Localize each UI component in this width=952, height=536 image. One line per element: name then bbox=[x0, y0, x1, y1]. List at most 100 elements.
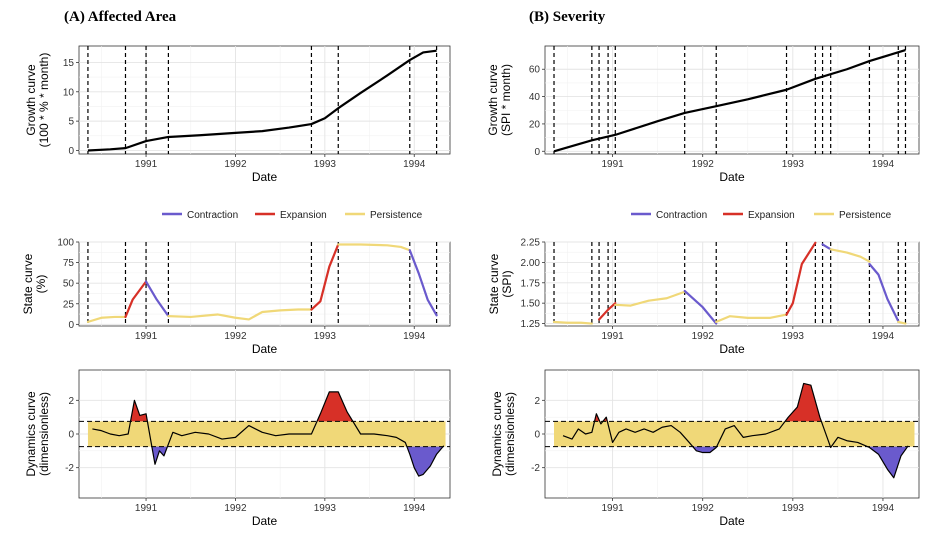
state-segment-persistence bbox=[552, 320, 593, 325]
y-axis-title: Growth curve(100 * % * month) bbox=[24, 53, 51, 148]
x-tick-label: 1994 bbox=[403, 503, 426, 514]
panel-b-dynamics-chart: -2 0 2 1991 1992 1993 1994 Date Dynamics curve(d… bbox=[490, 369, 920, 528]
state-segment-expansion bbox=[597, 302, 617, 321]
x-tick-label: 1993 bbox=[314, 331, 337, 342]
contraction-area bbox=[867, 446, 908, 478]
y-axis-title-line: (SPI) bbox=[500, 270, 514, 297]
legend-left-contraction-label: Contraction bbox=[187, 210, 238, 221]
x-axis-title: Date bbox=[252, 170, 278, 184]
y-tick-label: 75 bbox=[63, 258, 75, 269]
x-tick-label: 1992 bbox=[224, 159, 247, 170]
y-tick-label: 0 bbox=[68, 430, 74, 441]
y-axis-title-line: (SPI * month) bbox=[499, 64, 513, 136]
contraction-area bbox=[406, 446, 444, 477]
y-tick-label: 20 bbox=[529, 119, 541, 130]
y-tick-label: 2 bbox=[534, 396, 540, 407]
state-segment-contraction bbox=[821, 243, 832, 251]
state-segment-persistence bbox=[167, 308, 313, 321]
legend-left-expansion-label: Expansion bbox=[280, 210, 327, 221]
state-segment-persistence bbox=[897, 320, 907, 325]
y-axis-title: State curve(SPI) bbox=[487, 253, 514, 314]
panel-b-state-chart: 1.25 1.50 1.75 2.00 2.25 1991 1992 1993 1994 Date… bbox=[487, 238, 920, 356]
state-segment-persistence bbox=[715, 313, 788, 324]
y-tick-label: 0 bbox=[534, 147, 540, 158]
x-tick-label: 1992 bbox=[224, 331, 247, 342]
x-tick-label: 1993 bbox=[314, 503, 337, 514]
growth-curve-line bbox=[87, 49, 437, 152]
y-tick-label: 100 bbox=[57, 238, 74, 249]
x-tick-label: 1994 bbox=[872, 503, 895, 514]
x-tick-label: 1992 bbox=[692, 331, 715, 342]
x-axis-title: Date bbox=[719, 342, 745, 356]
y-tick-label: 2.00 bbox=[521, 258, 541, 269]
y-axis-title: Growth curve(SPI * month) bbox=[486, 64, 513, 136]
x-tick-label: 1993 bbox=[782, 159, 805, 170]
y-tick-label: 2.25 bbox=[521, 238, 541, 249]
contraction-area bbox=[151, 446, 168, 465]
y-axis-title: Dynamics curve(dimensionless) bbox=[490, 391, 517, 477]
x-axis-title: Date bbox=[252, 342, 278, 356]
y-axis-title-line: (dimensionless) bbox=[503, 392, 517, 476]
y-tick-label: 0 bbox=[68, 146, 74, 157]
y-tick-label: -2 bbox=[531, 463, 540, 474]
x-tick-label: 1993 bbox=[782, 331, 805, 342]
y-axis-title-line: State curve bbox=[21, 253, 35, 314]
y-axis-title-line: State curve bbox=[487, 253, 501, 314]
state-segment-contraction bbox=[144, 280, 170, 318]
expansion-area bbox=[785, 383, 822, 422]
growth-curve-line bbox=[553, 49, 906, 153]
legend-right-persistence-label: Persistence bbox=[839, 210, 892, 221]
state-segment-expansion bbox=[310, 243, 340, 311]
panel-b-growth-chart: 0 20 40 60 1991 1992 1993 1994 Date Growth curve(… bbox=[486, 45, 920, 184]
state-segment-persistence bbox=[337, 243, 411, 252]
panel-a-dynamics-chart: -2 0 2 1991 1992 1993 1994 Date Dynamics curve(d… bbox=[24, 369, 451, 528]
y-axis-title: State curve(%) bbox=[21, 253, 48, 314]
x-tick-label: 1994 bbox=[872, 331, 895, 342]
x-tick-label: 1992 bbox=[692, 503, 715, 514]
y-axis-title-line: Growth curve bbox=[24, 64, 38, 136]
x-tick-label: 1992 bbox=[692, 159, 715, 170]
y-axis-title: Dynamics curve(dimensionless) bbox=[24, 391, 51, 477]
panel-b-title: (B) Severity bbox=[529, 9, 606, 25]
plot-frame bbox=[78, 241, 451, 327]
dynamics-curve-line bbox=[562, 382, 909, 479]
legend-right-contraction-label: Contraction bbox=[656, 210, 707, 221]
y-tick-label: 2 bbox=[68, 396, 74, 407]
y-tick-label: 0 bbox=[68, 320, 74, 331]
x-tick-label: 1994 bbox=[872, 159, 895, 170]
y-tick-label: 5 bbox=[68, 117, 74, 128]
x-tick-label: 1991 bbox=[135, 503, 158, 514]
legend-right: Contraction Expansion Persistence bbox=[631, 210, 892, 221]
dynamics-curve-line bbox=[92, 391, 445, 477]
expansion-area bbox=[130, 400, 148, 422]
panel-a-title: (A) Affected Area bbox=[64, 9, 177, 25]
x-tick-label: 1991 bbox=[601, 159, 624, 170]
x-tick-label: 1993 bbox=[314, 159, 337, 170]
y-tick-label: 50 bbox=[63, 279, 75, 290]
y-tick-label: 25 bbox=[63, 299, 75, 310]
y-axis-title-line: Growth curve bbox=[486, 64, 500, 136]
state-segment-expansion bbox=[785, 241, 817, 316]
x-tick-label: 1991 bbox=[135, 331, 158, 342]
state-segment-persistence bbox=[86, 315, 127, 323]
panel-a-state-chart: 0 25 50 75 100 1991 1992 1993 1994 Date State curv… bbox=[21, 238, 451, 356]
y-tick-label: 1.75 bbox=[521, 278, 541, 289]
y-axis-title-line: (100 * % * month) bbox=[37, 53, 51, 148]
state-segment-contraction bbox=[868, 262, 900, 323]
y-tick-label: -2 bbox=[65, 463, 74, 474]
state-segment-contraction bbox=[683, 289, 718, 325]
x-tick-label: 1991 bbox=[601, 331, 624, 342]
y-tick-label: 10 bbox=[63, 87, 75, 98]
x-tick-label: 1991 bbox=[135, 159, 158, 170]
x-tick-label: 1994 bbox=[403, 331, 426, 342]
y-tick-label: 0 bbox=[534, 430, 540, 441]
y-axis-title-line: Dynamics curve bbox=[24, 391, 38, 477]
panel-a-growth-chart: 0 5 10 15 1991 1992 1993 1994 Date Growth curve(1… bbox=[24, 45, 451, 184]
legend-right-expansion-label: Expansion bbox=[748, 210, 795, 221]
state-segment-persistence bbox=[614, 290, 686, 307]
y-axis-title-line: (%) bbox=[34, 275, 48, 294]
y-tick-label: 1.50 bbox=[521, 299, 541, 310]
y-tick-label: 1.25 bbox=[521, 319, 541, 330]
